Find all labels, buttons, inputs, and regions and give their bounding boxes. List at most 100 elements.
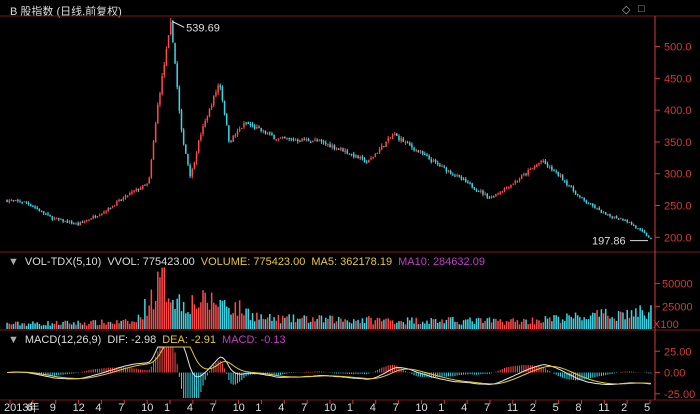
volume-bar xyxy=(609,318,611,329)
candle-body xyxy=(508,187,510,189)
volume-bar xyxy=(389,320,392,329)
candle-body xyxy=(141,185,144,189)
candle-body xyxy=(210,105,213,109)
volume-bar xyxy=(381,321,383,329)
price-tick-label: 200.0 xyxy=(664,232,692,244)
volume-bar xyxy=(200,302,202,329)
volume-bar xyxy=(303,315,305,329)
candle-body xyxy=(404,142,407,144)
candle-body xyxy=(630,221,633,225)
candle-body xyxy=(432,160,435,162)
candle-body xyxy=(297,139,299,142)
diamond-icon[interactable]: ◇ xyxy=(622,4,631,16)
volume-bar xyxy=(641,310,644,329)
volume-bar xyxy=(551,321,553,329)
candle-body xyxy=(501,191,504,193)
candle-body xyxy=(258,126,260,128)
volume-bar xyxy=(346,320,349,329)
dropdown-icon[interactable]: ▼ xyxy=(8,334,19,346)
volume-bar xyxy=(615,320,618,329)
volume-bar xyxy=(120,320,122,329)
candle-body xyxy=(178,87,181,111)
volume-bar xyxy=(290,322,293,329)
candle-body xyxy=(107,207,110,212)
candle-body xyxy=(234,134,237,137)
square-icon[interactable]: □ xyxy=(638,3,645,15)
candle-body xyxy=(17,199,19,201)
candle-body xyxy=(594,205,596,209)
candle-body xyxy=(55,218,58,220)
volume-bar xyxy=(238,300,241,329)
candle-body xyxy=(197,140,200,153)
candle-body xyxy=(329,144,331,148)
volume-bar xyxy=(566,313,568,329)
volume-bar xyxy=(331,315,333,329)
candle-body xyxy=(443,166,445,168)
candle-body xyxy=(340,147,342,150)
volume-bar xyxy=(531,317,534,329)
volume-bar xyxy=(81,324,84,329)
dif-value: DIF: -2.98 xyxy=(107,334,157,346)
candle-body xyxy=(275,139,277,141)
candle-body xyxy=(36,207,38,209)
volume-bar xyxy=(516,320,519,329)
volume-bar xyxy=(462,320,465,329)
candle-body xyxy=(253,125,256,129)
volume-bar xyxy=(137,314,140,329)
volume-bar xyxy=(247,308,250,329)
volume-bar xyxy=(408,320,411,329)
volume-bar xyxy=(518,324,521,329)
dropdown-icon[interactable]: ▼ xyxy=(8,256,19,268)
volume-bar xyxy=(387,318,389,329)
price-tick-label: 450.0 xyxy=(664,73,692,85)
candle-body xyxy=(131,191,133,194)
candle-body xyxy=(325,142,327,145)
volume-bar xyxy=(464,319,467,329)
volume-bar xyxy=(434,319,437,329)
volume-bar xyxy=(587,319,590,329)
volume-bar xyxy=(260,314,262,329)
volume-bar xyxy=(452,316,454,329)
volume-bar xyxy=(204,292,206,329)
candle-body xyxy=(333,145,336,149)
volume-bar xyxy=(245,308,247,329)
candle-body xyxy=(172,21,174,43)
candle-body xyxy=(49,214,51,217)
price-tick-label: 400.0 xyxy=(664,105,692,117)
volume-bar xyxy=(182,301,185,329)
high-arrow xyxy=(171,20,185,28)
volume-bar xyxy=(236,315,239,329)
volume-bar xyxy=(508,321,510,329)
candle-body xyxy=(393,134,396,136)
volume-value: VOLUME: 775423.00 xyxy=(200,256,306,268)
x-tick-label: 4 xyxy=(370,402,376,414)
candle-body xyxy=(531,167,534,169)
volume-bar xyxy=(98,324,101,329)
volume-bar xyxy=(185,313,187,329)
volume-tick-label: 25000 xyxy=(662,301,693,313)
volume-bar xyxy=(630,310,633,329)
candle-body xyxy=(204,120,206,127)
candle-body xyxy=(611,216,613,218)
volume-bar xyxy=(135,322,138,329)
volume-bar xyxy=(374,320,377,329)
volume-bar xyxy=(217,306,219,329)
volume-bar xyxy=(503,324,506,329)
volume-bar xyxy=(187,312,189,329)
x-tick-label: 8 xyxy=(575,402,581,414)
volume-bar xyxy=(10,324,13,329)
volume-bar xyxy=(553,315,555,329)
candle-body xyxy=(8,200,10,203)
candle-body xyxy=(105,211,107,213)
candle-body xyxy=(122,197,125,200)
volume-bar xyxy=(406,317,409,329)
candle-body xyxy=(193,162,196,169)
candle-body xyxy=(327,144,329,146)
volume-bar xyxy=(486,318,489,329)
candle-body xyxy=(387,138,389,141)
ma10-value: MA10: 284632.09 xyxy=(398,256,485,268)
candle-body xyxy=(518,178,521,181)
volume-bar xyxy=(269,314,271,329)
x-tick-label: 2 xyxy=(530,402,536,414)
volume-bar xyxy=(92,319,94,329)
